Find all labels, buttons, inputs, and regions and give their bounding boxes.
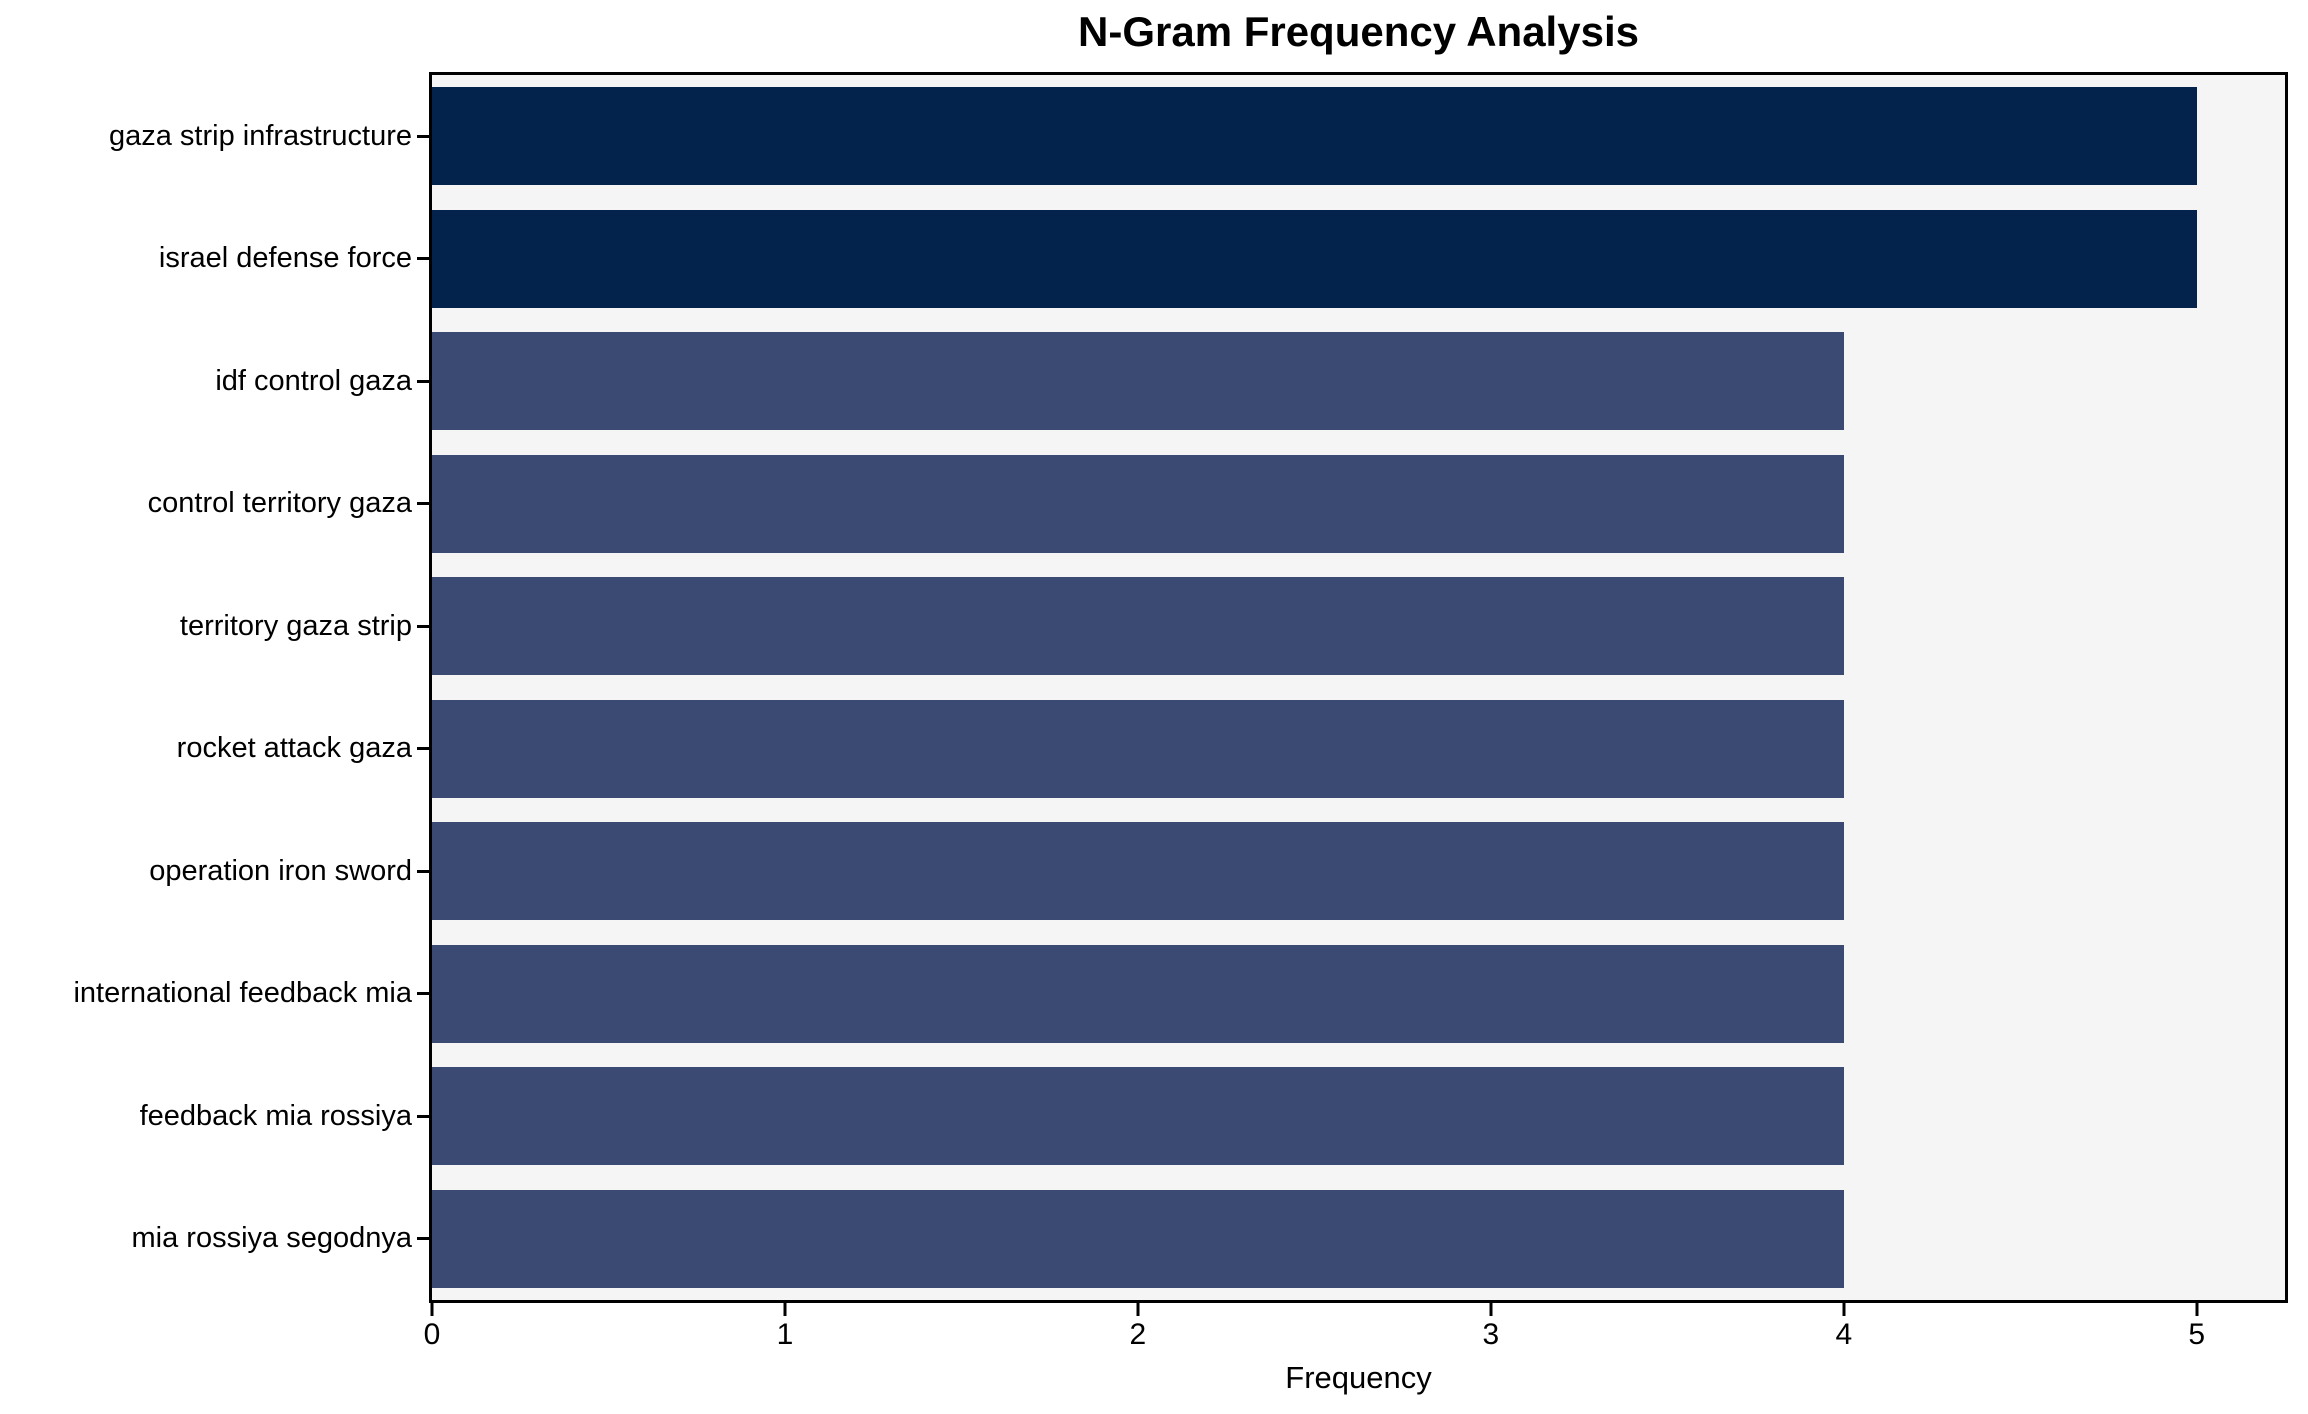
y-tick-label: international feedback mia: [73, 977, 412, 1010]
bar: [432, 454, 1844, 553]
x-tick-label: 3: [1482, 1318, 1500, 1351]
y-tick-label: gaza strip infrastructure: [108, 119, 412, 152]
bar: [432, 577, 1844, 676]
x-axis-tick-labels: 0 1 2 3 4 5: [424, 1318, 2285, 1354]
y-tick-mark: [417, 502, 429, 506]
bar: [432, 699, 1844, 798]
bar: [432, 1189, 1844, 1288]
y-tick-label: operation iron sword: [149, 854, 412, 887]
x-tick-label: 4: [1835, 1318, 1853, 1351]
y-tick-mark: [417, 1237, 429, 1241]
bar: [432, 822, 1844, 921]
bar-band: [432, 1055, 2285, 1178]
y-tick-mark: [417, 747, 429, 751]
bar: [432, 944, 1844, 1043]
bar-band: [432, 198, 2285, 321]
bar-band: [432, 1178, 2285, 1301]
bar-band: [432, 688, 2285, 811]
bar-band: [432, 810, 2285, 933]
x-tick-label: 2: [1129, 1318, 1147, 1351]
bar: [432, 209, 2197, 308]
x-tick-mark: [2195, 1303, 2199, 1316]
bar: [432, 87, 2197, 186]
bar-band: [432, 320, 2285, 443]
y-tick-label: control territory gaza: [147, 487, 412, 520]
y-tick-label: israel defense force: [158, 242, 412, 275]
bar-band: [432, 443, 2285, 566]
bar: [432, 332, 1844, 431]
bar-band: [432, 933, 2285, 1056]
y-tick-mark: [417, 869, 429, 873]
y-tick-mark: [417, 624, 429, 628]
x-tick-mark: [1136, 1303, 1140, 1316]
x-tick-label: 5: [2188, 1318, 2206, 1351]
y-tick-mark: [417, 134, 429, 138]
y-tick-label: idf control gaza: [215, 364, 412, 397]
x-axis-title: Frequency: [1285, 1360, 1432, 1395]
bar-band: [432, 565, 2285, 688]
chart-title: N-Gram Frequency Analysis: [1078, 8, 1639, 55]
y-tick-mark: [417, 992, 429, 996]
y-tick-label: feedback mia rossiya: [139, 1099, 412, 1132]
y-tick-label: territory gaza strip: [179, 609, 412, 642]
x-tick-mark: [430, 1303, 434, 1316]
y-axis-labels: gaza strip infrastructure israel defense …: [0, 75, 412, 1300]
bar-band: [432, 75, 2285, 198]
y-tick-mark: [417, 1114, 429, 1118]
y-tick-mark: [417, 379, 429, 383]
x-tick-label: 1: [776, 1318, 794, 1351]
x-tick-mark: [1842, 1303, 1846, 1316]
y-tick-mark: [417, 257, 429, 261]
y-tick-label: rocket attack gaza: [176, 732, 412, 765]
bar: [432, 1067, 1844, 1166]
plot-area: [429, 72, 2288, 1303]
x-tick-mark: [783, 1303, 787, 1316]
y-tick-label: mia rossiya segodnya: [131, 1222, 412, 1255]
x-tick-label: 0: [423, 1318, 441, 1351]
x-tick-mark: [1489, 1303, 1493, 1316]
